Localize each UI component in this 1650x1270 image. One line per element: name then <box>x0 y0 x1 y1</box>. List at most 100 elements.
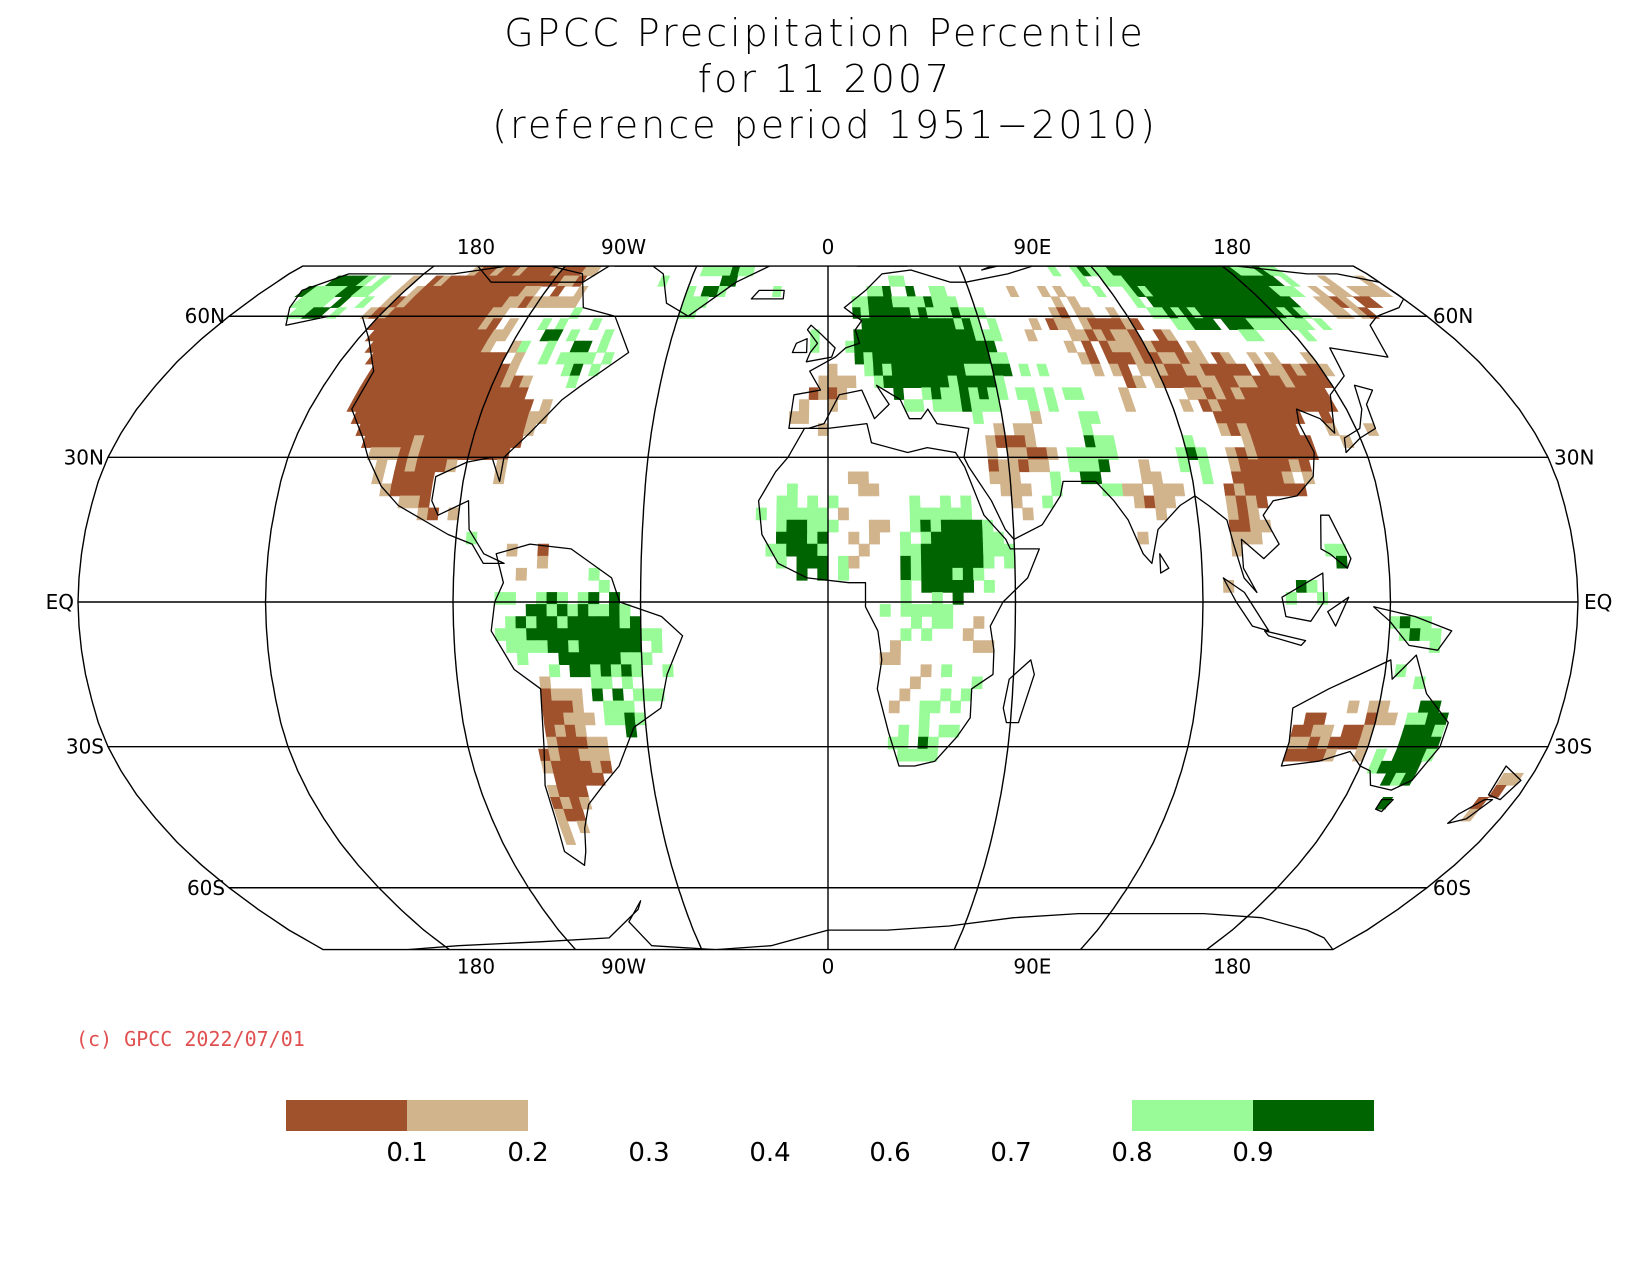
grid-cell-very-wet <box>609 628 621 641</box>
grid-cell-wet <box>863 363 875 377</box>
grid-cell-very-dry <box>1313 712 1327 726</box>
grid-cell-very-wet <box>900 363 912 377</box>
grid-cell-very-dry <box>419 483 433 497</box>
grid-cell-very-wet <box>878 329 890 342</box>
coastline-22 <box>981 266 1028 271</box>
grid-cell-wet <box>588 604 600 617</box>
grid-cell-very-wet <box>591 688 604 702</box>
grid-cell-very-dry <box>592 772 606 786</box>
grid-cell-very-wet <box>931 579 943 593</box>
grid-cell-wet <box>898 724 910 738</box>
grid-cell-wet <box>920 531 932 545</box>
grid-cell-very-dry <box>1017 459 1030 473</box>
grid-cell-wet <box>553 318 570 331</box>
grid-cell-dry <box>1036 285 1052 298</box>
grid-cell-wet <box>817 519 829 533</box>
grid-cell-very-wet <box>1409 628 1422 641</box>
grid-cell-very-wet <box>620 640 632 653</box>
grid-cell-very-wet <box>786 519 798 533</box>
grid-cell-dry <box>868 519 880 533</box>
grid-cell-very-wet <box>870 329 881 342</box>
grid-cell-wet <box>919 700 931 714</box>
grid-cell-dry <box>1121 399 1137 412</box>
grid-cell-very-wet <box>951 531 963 545</box>
grid-cell-wet <box>938 724 950 738</box>
grid-cell-very-wet <box>1098 459 1111 473</box>
grid-cell-wet <box>918 724 930 738</box>
coastline-15 <box>1343 384 1377 454</box>
grid-cell-wet <box>942 604 954 617</box>
grid-cell-very-wet <box>806 543 819 557</box>
grid-cell-very-wet <box>972 543 984 557</box>
grid-cell-dry <box>539 676 552 690</box>
legend-swatch-dry <box>407 1100 528 1131</box>
grid-cell-wet <box>354 296 376 308</box>
grid-cell-wet <box>1283 285 1307 298</box>
grid-cell-dry <box>1152 483 1165 497</box>
grid-cell-dry <box>444 459 458 473</box>
grid-cell-wet <box>807 495 819 509</box>
coastline-19 <box>1447 798 1494 825</box>
grid-cell-wet <box>642 688 655 702</box>
grid-cell-very-dry <box>1488 784 1507 798</box>
grid-cell-very-wet <box>877 318 889 331</box>
lat-label-left-60s: 60S <box>187 876 225 900</box>
lat-labels-right: 60N 30N EQ 30S 60S <box>1433 304 1612 900</box>
grid-cell-wet <box>949 700 962 714</box>
grid-cell-wet <box>1018 363 1032 377</box>
grid-cell-very-wet <box>882 375 894 389</box>
grid-cell-wet <box>913 399 925 412</box>
grid-cell-dry <box>561 832 577 845</box>
lon-label-top-90w: 90W <box>601 235 646 259</box>
grid-cell-wet <box>817 543 829 557</box>
grid-cell-wet <box>614 712 626 726</box>
grid-cell-wet <box>603 712 616 726</box>
grid-cell-wet <box>589 664 602 678</box>
grid-cell-very-wet <box>862 340 873 353</box>
grid-cell-wet <box>536 640 549 653</box>
grid-cell-dry <box>510 352 526 365</box>
grid-cell-very-wet <box>871 340 882 353</box>
grid-cell-wet <box>939 495 952 509</box>
grid-cell-dry <box>1164 495 1177 509</box>
grid-cell-very-wet <box>910 375 922 389</box>
grid-cell-wet <box>1129 296 1147 308</box>
grid-cell-very-dry <box>509 435 524 448</box>
coastline-16 <box>1280 654 1449 791</box>
grid-cell-dry <box>492 471 506 485</box>
grid-cell-very-wet <box>941 543 953 557</box>
grid-cell-wet <box>1311 318 1333 331</box>
lat-label-right-30s: 30S <box>1554 735 1592 759</box>
coastlines <box>285 266 1522 950</box>
grid-cell-very-wet <box>940 519 953 533</box>
grid-cell-wet <box>619 616 631 629</box>
grid-cell-very-wet <box>873 363 884 377</box>
meridian--45 <box>639 265 703 950</box>
grid-cell-dry <box>572 285 589 298</box>
grid-cell-very-wet <box>962 567 974 581</box>
grid-cell-wet <box>1111 483 1124 497</box>
grid-cell-wet <box>610 664 623 678</box>
grid-cell-very-wet <box>546 628 559 641</box>
coastline-7 <box>805 324 836 363</box>
grid-cell-wet <box>567 604 579 617</box>
grid-cell-wet <box>786 495 798 509</box>
grid-cell-very-wet <box>515 616 527 629</box>
grid-cell-wet <box>516 652 529 666</box>
grid-cell-wet <box>900 543 912 557</box>
lon-label-bottom-90e: 90E <box>1013 955 1051 979</box>
grid-cell-very-wet <box>630 640 642 653</box>
coastline-2 <box>477 266 610 283</box>
grid-cell-very-dry <box>549 285 566 298</box>
grid-cell-wet <box>640 628 652 641</box>
grid-cell-dry <box>1037 459 1051 473</box>
grid-cell-very-wet <box>817 555 829 569</box>
grid-cell-very-wet <box>558 652 570 666</box>
grid-cell-wet <box>929 700 941 714</box>
grid-cell-wet <box>546 604 558 617</box>
grid-cell-dry <box>973 616 985 629</box>
lat-label-right-60n: 60N <box>1433 304 1473 328</box>
grid-cell-wet <box>598 604 610 617</box>
grid-cell-very-wet <box>578 652 591 666</box>
grid-cell-wet <box>909 495 921 509</box>
